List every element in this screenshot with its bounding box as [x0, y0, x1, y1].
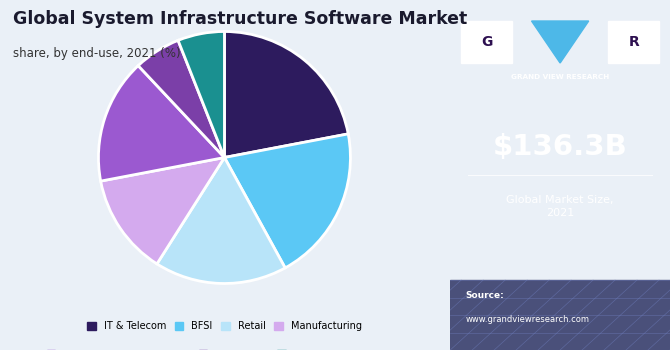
Legend: Transportation & Logistics, Healthcare, Others: Transportation & Logistics, Healthcare, … — [43, 346, 330, 350]
Text: Global Market Size,
2021: Global Market Size, 2021 — [507, 195, 614, 218]
Text: share, by end-use, 2021 (%): share, by end-use, 2021 (%) — [13, 47, 181, 60]
Text: Global System Infrastructure Software Market: Global System Infrastructure Software Ma… — [13, 10, 468, 28]
Wedge shape — [157, 158, 285, 284]
Bar — [461, 21, 512, 63]
Text: GRAND VIEW RESEARCH: GRAND VIEW RESEARCH — [511, 74, 609, 80]
Bar — [450, 280, 670, 350]
Polygon shape — [531, 21, 589, 63]
Wedge shape — [138, 40, 224, 158]
Wedge shape — [100, 158, 224, 264]
Text: www.grandviewresearch.com: www.grandviewresearch.com — [466, 315, 590, 324]
Wedge shape — [224, 32, 348, 158]
Text: Source:: Source: — [466, 290, 505, 300]
Text: $136.3B: $136.3B — [492, 133, 628, 161]
Text: R: R — [628, 35, 639, 49]
Wedge shape — [224, 134, 350, 268]
Bar — [608, 21, 659, 63]
Wedge shape — [178, 32, 224, 158]
Wedge shape — [98, 66, 224, 181]
Text: G: G — [481, 35, 492, 49]
